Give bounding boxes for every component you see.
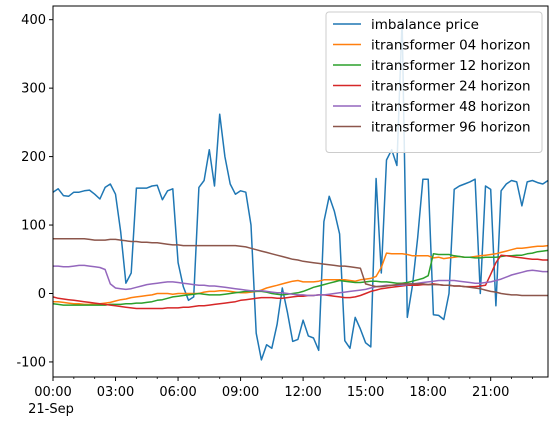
series-line-2 bbox=[52, 249, 549, 306]
legend-entry-label: itransformer 12 horizon bbox=[371, 58, 531, 74]
y-tick-label: 400 bbox=[21, 13, 46, 28]
series-line-5 bbox=[53, 237, 548, 297]
plot-frame bbox=[52, 5, 549, 378]
series-line-0 bbox=[52, 18, 549, 361]
y-tick-label: 300 bbox=[21, 82, 46, 97]
legend-entry-label: itransformer 24 horizon bbox=[371, 79, 531, 95]
legend-entry-label: itransformer 96 horizon bbox=[371, 120, 531, 136]
legend-entry-label: itransformer 04 horizon bbox=[371, 38, 531, 54]
x-axis: 00:00 03:00 06:00 09:00 12:00 15:00 18:00 21:00 bbox=[34, 377, 533, 400]
y-tick-label: -100 bbox=[16, 355, 46, 370]
x-tick-label: 12:00 bbox=[284, 385, 321, 400]
y-tick-label: 100 bbox=[21, 219, 46, 234]
y-axis: -100 0 100 200 300 400 bbox=[16, 13, 53, 370]
x-tick-label: 21:00 bbox=[472, 385, 509, 400]
x-tick-label: 09:00 bbox=[222, 385, 259, 400]
x-date-label: 21-Sep bbox=[28, 402, 74, 417]
x-tick-label: 18:00 bbox=[409, 385, 446, 400]
x-tick-label: 15:00 bbox=[347, 385, 384, 400]
y-tick-label: 200 bbox=[21, 150, 46, 165]
legend-box bbox=[325, 11, 543, 153]
legend-entry-label: itransformer 48 horizon bbox=[371, 99, 531, 115]
x-tick-label: 03:00 bbox=[97, 385, 134, 400]
legend-entry-label: imbalance price bbox=[371, 17, 479, 33]
plot-series bbox=[52, 18, 549, 361]
series-line-4 bbox=[53, 264, 548, 297]
legend: imbalance price itransformer 04 horizon it… bbox=[325, 11, 543, 153]
x-tick-label: 00:00 bbox=[34, 385, 71, 400]
x-tick-label: 06:00 bbox=[159, 385, 196, 400]
plot-border bbox=[52, 5, 549, 378]
y-tick-label: 0 bbox=[38, 287, 46, 302]
